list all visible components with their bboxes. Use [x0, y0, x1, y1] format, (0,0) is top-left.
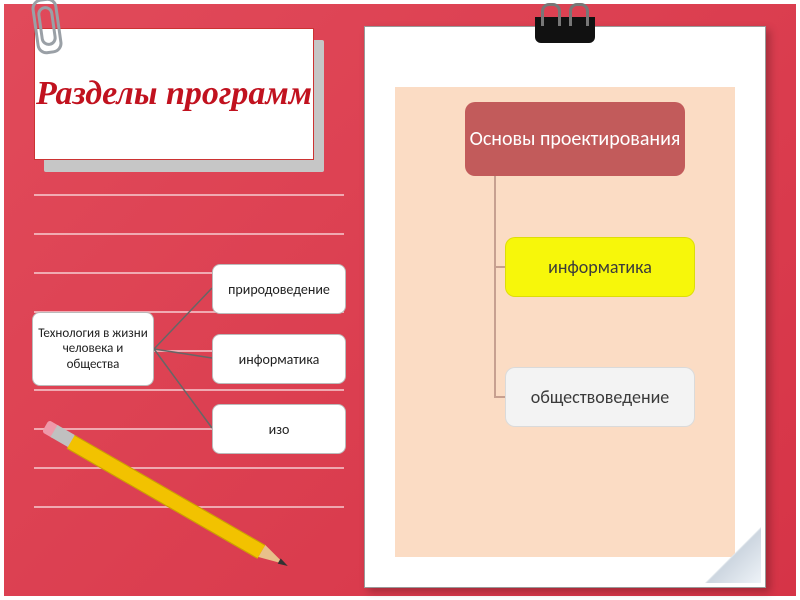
- right-tree-root: Основы проектирования: [465, 102, 685, 176]
- right-tree-child-1: обществоведение: [505, 367, 695, 427]
- left-tree-child-1-label: информатика: [239, 351, 320, 368]
- title-card: Разделы программ: [34, 28, 314, 160]
- left-tree-child-2-label: изо: [269, 421, 290, 438]
- left-tree-child-1: информатика: [212, 334, 346, 384]
- left-tree-root-label: Технология в жизни человека и общества: [37, 326, 149, 373]
- binder-clip-icon: [535, 17, 595, 43]
- right-tree-root-label: Основы проектирования: [470, 127, 681, 151]
- right-tree-child-0-label: информатика: [548, 256, 652, 278]
- right-paper: Основы проектирования информатика общест…: [364, 26, 766, 588]
- right-tree-child-0: информатика: [505, 237, 695, 297]
- right-tree-child-1-label: обществоведение: [531, 386, 670, 408]
- right-diagram-panel: Основы проектирования информатика общест…: [395, 87, 735, 557]
- slide-stage: Основы проектирования информатика общест…: [0, 0, 800, 600]
- slide-title: Разделы программ: [36, 75, 312, 112]
- left-tree-child-0-label: природоведение: [228, 281, 330, 298]
- left-tree-child-2: изо: [212, 404, 346, 454]
- left-tree-root: Технология в жизни человека и общества: [32, 312, 154, 386]
- left-tree-child-0: природоведение: [212, 264, 346, 314]
